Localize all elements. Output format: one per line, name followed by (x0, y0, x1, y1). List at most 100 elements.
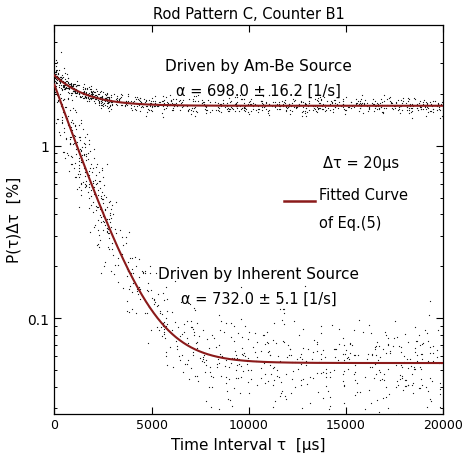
Point (136, 255, 143, 263)
Point (280, 305, 288, 313)
Point (419, 340, 426, 347)
Point (81, 181, 88, 188)
Point (129, 280, 137, 287)
Point (100, 100, 108, 107)
Point (83, 131, 91, 139)
Point (114, 255, 121, 262)
Point (203, 107, 211, 115)
Point (183, 335, 190, 342)
Point (100, 200, 107, 207)
Point (345, 366, 352, 373)
Point (108, 224, 115, 232)
Point (94, 97, 102, 105)
Point (302, 101, 309, 108)
Point (285, 101, 293, 108)
Point (205, 345, 213, 352)
Point (370, 108, 377, 115)
Point (79, 90, 86, 97)
Point (178, 352, 186, 359)
Point (108, 102, 116, 110)
Point (104, 100, 112, 107)
Point (80, 95, 87, 103)
Point (339, 96, 346, 104)
Point (221, 362, 228, 369)
Point (392, 104, 399, 111)
Point (384, 341, 392, 348)
Point (70, 120, 77, 128)
Point (98, 99, 105, 106)
Point (78, 147, 85, 155)
Point (54, 80, 61, 88)
Point (80, 90, 88, 97)
Point (127, 105, 135, 112)
Point (128, 266, 135, 274)
Point (282, 104, 290, 112)
Point (142, 268, 149, 275)
Point (142, 299, 150, 306)
Point (79, 84, 87, 91)
Point (314, 99, 321, 106)
Point (262, 100, 269, 107)
Point (427, 297, 434, 305)
Point (318, 103, 325, 110)
Point (305, 102, 313, 110)
Point (169, 95, 176, 103)
Point (306, 374, 314, 381)
Point (365, 104, 373, 111)
Point (102, 217, 110, 224)
Point (82, 89, 90, 96)
Point (258, 364, 265, 371)
Point (266, 93, 273, 100)
Point (61, 84, 68, 91)
Point (83, 182, 90, 189)
Point (58, 86, 66, 94)
Point (241, 353, 249, 360)
Point (275, 99, 282, 106)
Point (108, 202, 116, 209)
Point (327, 394, 334, 401)
Point (200, 100, 208, 107)
Point (352, 391, 359, 398)
Point (132, 100, 140, 107)
Point (105, 95, 113, 102)
Point (238, 373, 245, 381)
Point (285, 103, 292, 111)
Point (100, 97, 108, 104)
Point (266, 351, 274, 358)
Point (89, 199, 96, 207)
Point (345, 354, 352, 361)
Point (79, 87, 87, 94)
Point (201, 102, 209, 110)
Point (223, 101, 231, 108)
Point (86, 92, 94, 100)
Point (65, 90, 73, 97)
Point (192, 113, 199, 120)
Point (154, 323, 161, 330)
Point (58, 76, 65, 84)
Point (60, 149, 68, 156)
Point (191, 99, 198, 106)
Point (55, 75, 62, 83)
Point (148, 108, 156, 116)
Point (72, 109, 79, 117)
Point (405, 107, 413, 115)
Point (78, 120, 85, 128)
Point (98, 167, 106, 174)
Point (122, 98, 130, 105)
Point (78, 186, 85, 194)
Point (435, 104, 442, 112)
Point (315, 100, 323, 107)
Point (58, 103, 65, 110)
Point (399, 98, 407, 105)
Point (291, 358, 298, 365)
Point (114, 262, 122, 269)
Point (150, 103, 157, 111)
Point (75, 155, 83, 162)
Point (250, 101, 257, 108)
Point (252, 358, 260, 365)
Point (184, 339, 191, 347)
Point (119, 242, 126, 249)
Point (397, 103, 405, 111)
Point (149, 98, 157, 106)
Point (108, 206, 115, 213)
